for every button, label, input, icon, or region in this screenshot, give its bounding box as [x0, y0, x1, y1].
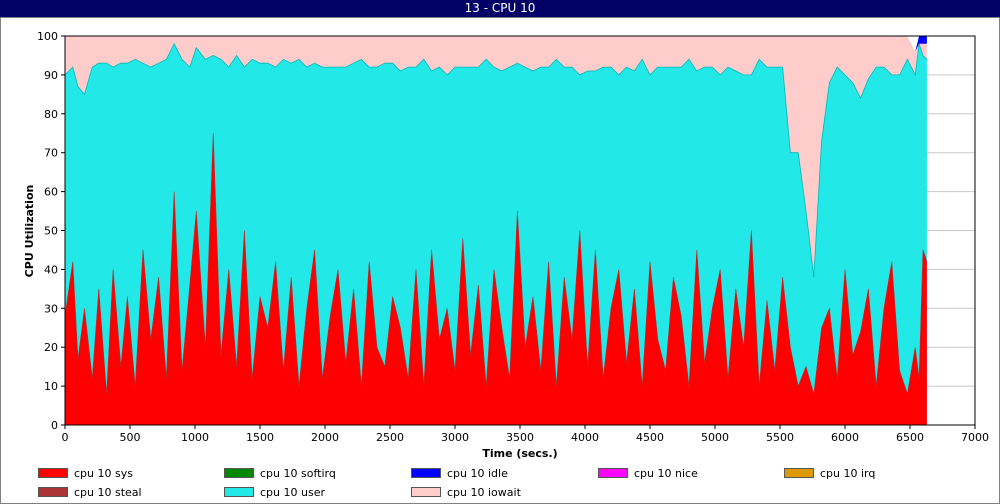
- y-tick-label: 30: [44, 302, 58, 315]
- series-iowait-area: [65, 36, 927, 278]
- legend-swatch: [224, 487, 254, 497]
- series-sys-area: [65, 133, 927, 426]
- x-tick-label: 3000: [441, 431, 469, 444]
- legend-label: cpu 10 softirq: [260, 466, 336, 480]
- legend-label: cpu 10 sys: [74, 466, 133, 480]
- series-sys-line: [64, 133, 928, 394]
- legend-swatch: [784, 468, 814, 478]
- legend-label: cpu 10 steal: [74, 485, 142, 499]
- x-tick-label: 6500: [896, 431, 924, 444]
- x-tick-label: 500: [120, 431, 141, 444]
- y-tick-label: 20: [44, 341, 58, 354]
- y-tick-label: 40: [44, 263, 58, 276]
- legend-item: cpu 10 iowait: [411, 484, 521, 500]
- legend-item: cpu 10 idle: [411, 465, 508, 481]
- y-axis-title: CPU Utilization: [23, 185, 36, 278]
- series-user-line: [64, 42, 928, 278]
- y-tick-label: 10: [44, 380, 58, 393]
- y-tick-label: 60: [44, 186, 58, 199]
- legend-swatch: [224, 468, 254, 478]
- x-tick-label: 4000: [571, 431, 599, 444]
- x-axis-title: Time (secs.): [482, 447, 557, 460]
- x-tick-label: 5000: [701, 431, 729, 444]
- y-tick-label: 80: [44, 108, 58, 121]
- legend-item: cpu 10 user: [224, 484, 325, 500]
- legend-item: cpu 10 irq: [784, 465, 875, 481]
- legend-label: cpu 10 irq: [820, 466, 876, 480]
- x-tick-label: 0: [62, 431, 69, 444]
- legend-swatch: [38, 487, 68, 497]
- legend-label: cpu 10 idle: [447, 466, 508, 480]
- legend-label: cpu 10 iowait: [447, 485, 521, 499]
- x-tick-label: 2000: [311, 431, 339, 444]
- y-tick-label: 90: [44, 69, 58, 82]
- legend-swatch: [411, 468, 441, 478]
- x-tick-label: 1000: [181, 431, 209, 444]
- legend-swatch: [38, 468, 68, 478]
- y-tick-label: 50: [44, 225, 58, 238]
- x-tick-label: 7000: [961, 431, 989, 444]
- y-tick-label: 100: [37, 30, 58, 43]
- legend-item: cpu 10 steal: [38, 484, 142, 500]
- x-tick-label: 6000: [831, 431, 859, 444]
- series-user-area: [65, 43, 927, 394]
- x-tick-label: 2500: [376, 431, 404, 444]
- window-title: 13 - CPU 10: [464, 1, 536, 15]
- chart-legend: cpu 10 sys cpu 10 softirq cpu 10 idle cpu 1…: [0, 462, 1000, 504]
- x-tick-label: 1500: [246, 431, 274, 444]
- legend-label: cpu 10 nice: [634, 466, 698, 480]
- legend-item: cpu 10 softirq: [224, 465, 336, 481]
- x-tick-label: 3500: [506, 431, 534, 444]
- legend-label: cpu 10 user: [260, 485, 325, 499]
- legend-swatch: [411, 487, 441, 497]
- legend-swatch: [598, 468, 628, 478]
- y-tick-label: 0: [51, 419, 58, 432]
- legend-item: cpu 10 sys: [38, 465, 133, 481]
- x-tick-label: 4500: [636, 431, 664, 444]
- x-tick-label: 5500: [766, 431, 794, 444]
- legend-item: cpu 10 nice: [598, 465, 698, 481]
- y-tick-label: 70: [44, 147, 58, 160]
